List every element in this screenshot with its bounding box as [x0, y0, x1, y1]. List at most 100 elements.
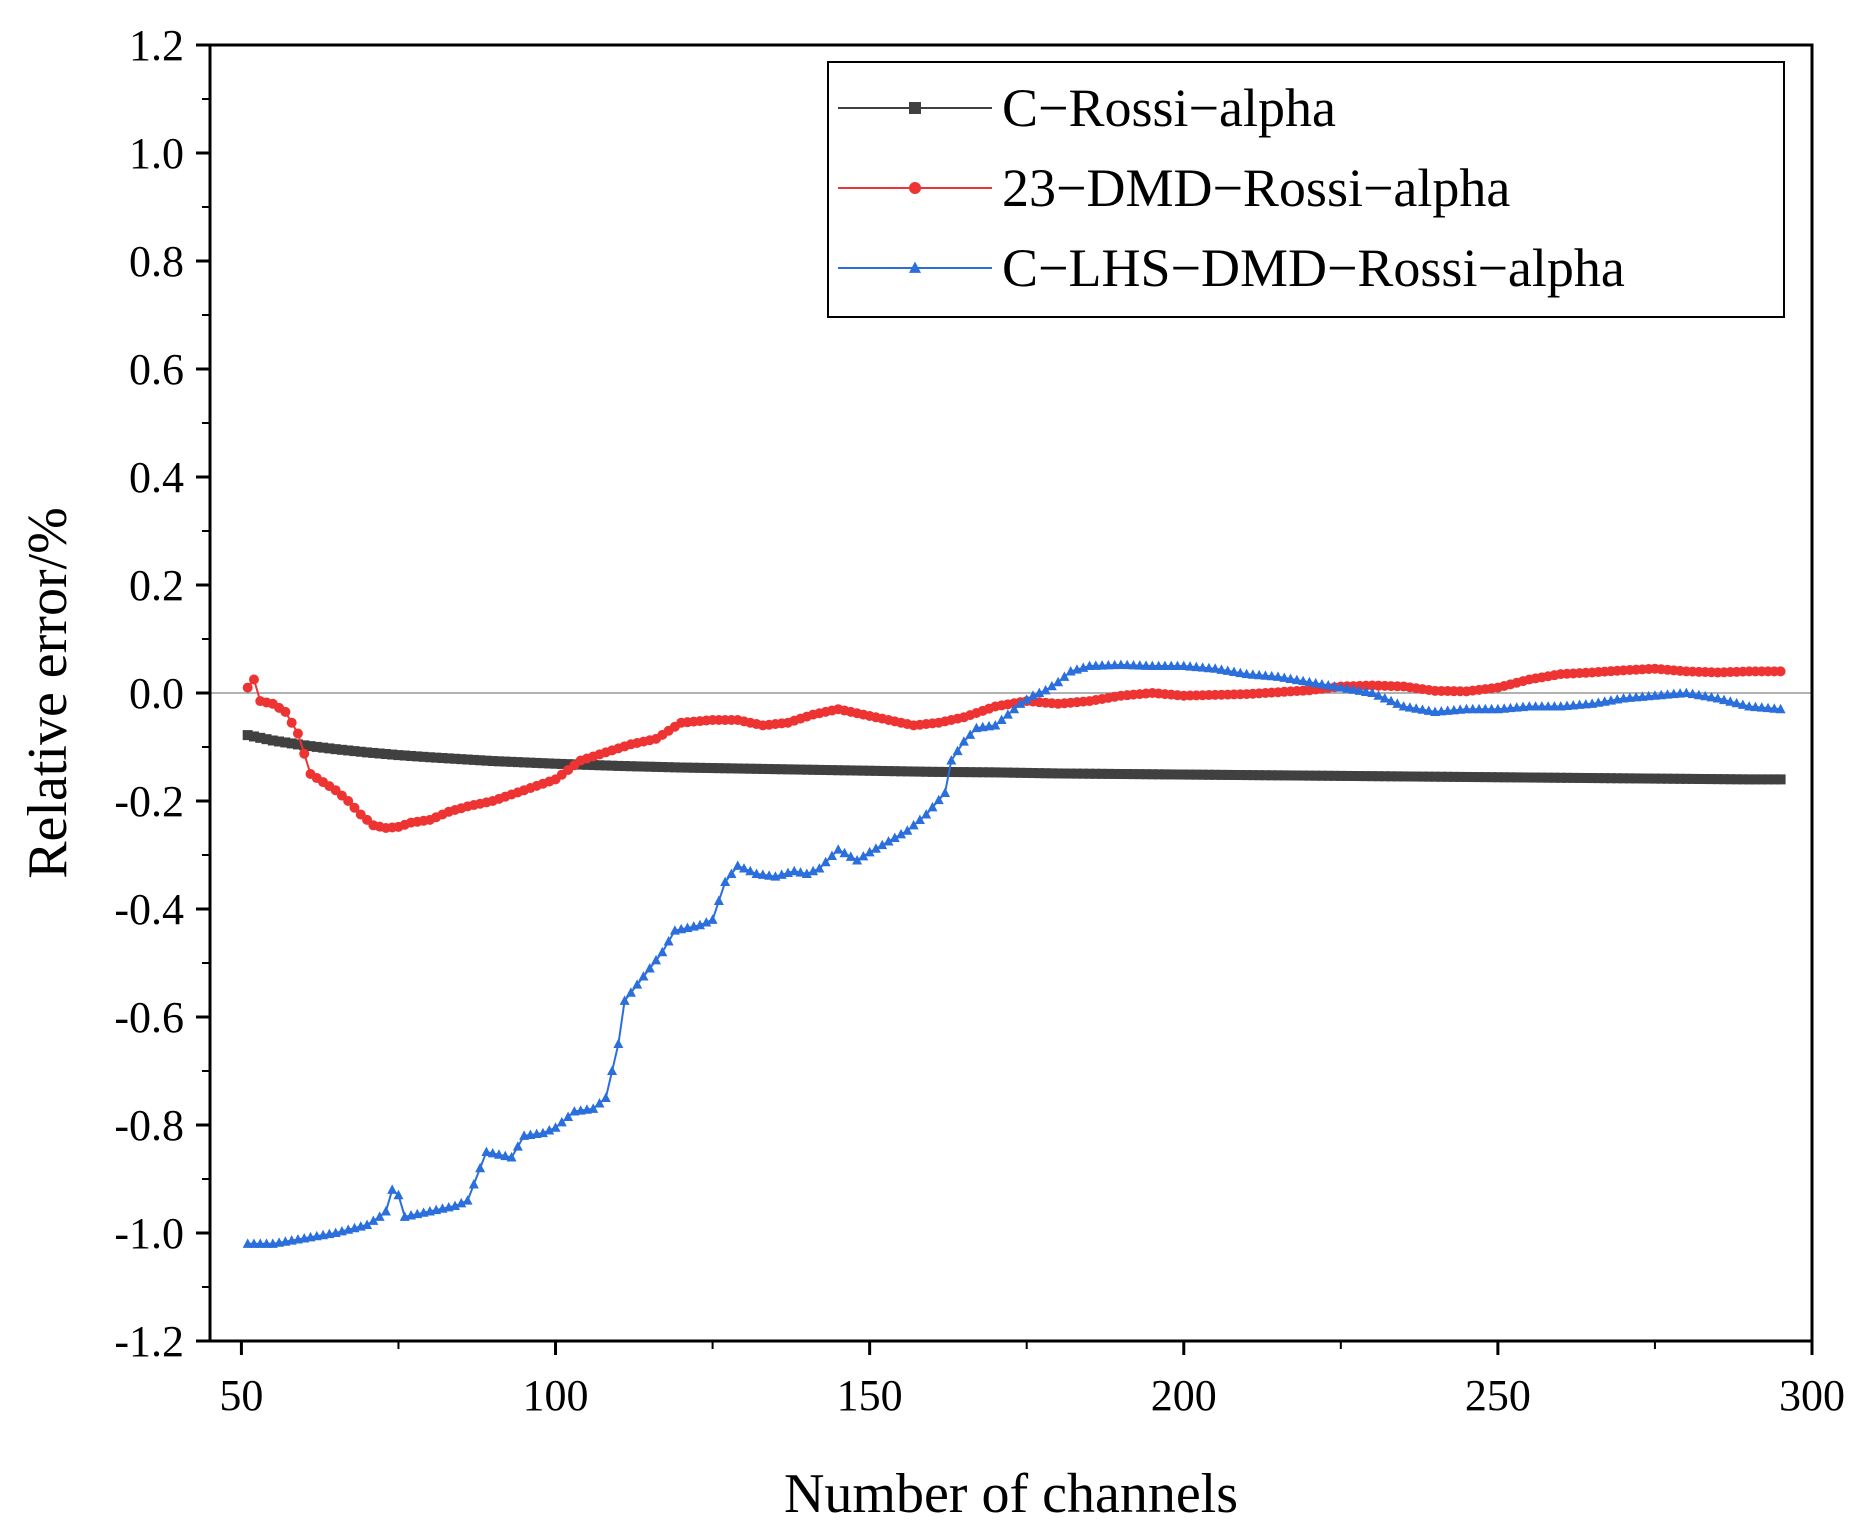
data-point	[965, 767, 976, 778]
data-point	[1386, 695, 1397, 706]
data-point	[544, 758, 555, 769]
data-point	[1002, 767, 1013, 778]
data-point	[701, 762, 712, 773]
x-tick-label: 200	[1151, 1371, 1217, 1420]
data-point	[877, 765, 888, 776]
data-point	[1681, 773, 1692, 784]
data-point	[242, 1238, 253, 1248]
data-point	[242, 682, 253, 693]
data-point	[908, 766, 919, 777]
data-point	[1423, 771, 1434, 782]
data-point	[1197, 662, 1208, 672]
data-point	[1247, 770, 1258, 781]
data-point	[267, 735, 278, 746]
data-point	[1555, 772, 1566, 783]
data-point	[1373, 690, 1384, 700]
data-point	[374, 1211, 385, 1221]
data-point	[1348, 770, 1359, 781]
data-point	[500, 756, 511, 767]
data-point	[336, 744, 347, 755]
data-point	[1398, 701, 1409, 711]
data-point	[921, 809, 932, 819]
data-point	[1046, 680, 1057, 691]
data-point	[1649, 773, 1660, 784]
data-point	[1348, 684, 1359, 694]
legend-marker	[909, 102, 921, 114]
y-tick-label: 1.0	[129, 129, 184, 178]
data-point	[1725, 774, 1736, 785]
series-2	[242, 663, 1786, 833]
data-point	[468, 754, 479, 765]
data-point	[1360, 686, 1371, 696]
data-point	[864, 846, 875, 857]
data-point	[663, 936, 674, 946]
data-point	[1593, 773, 1604, 784]
legend-label: C−LHS−DMD−Rossi−alpha	[1002, 238, 1625, 298]
data-point	[1687, 773, 1698, 784]
data-point	[1442, 771, 1453, 782]
data-point	[757, 869, 768, 879]
legend: C−Rossi−alpha 23−DMD−Rossi−alpha C−LHS−DMD…	[827, 61, 1785, 318]
data-point	[657, 762, 668, 773]
data-point	[833, 844, 844, 854]
data-point	[1511, 772, 1522, 783]
data-point	[1053, 676, 1064, 687]
data-point	[286, 717, 297, 728]
data-point	[713, 763, 724, 774]
data-point	[952, 767, 963, 778]
data-point	[1310, 770, 1321, 781]
data-point	[1618, 773, 1629, 784]
data-point	[1687, 688, 1698, 699]
data-point	[1153, 769, 1164, 780]
data-point	[292, 728, 303, 739]
data-point	[638, 761, 649, 772]
data-point	[1461, 703, 1472, 714]
data-point	[688, 762, 699, 773]
data-point	[399, 750, 410, 761]
data-point	[1530, 701, 1541, 711]
legend-entry: C−LHS−DMD−Rossi−alpha	[838, 238, 1625, 298]
data-point	[1065, 768, 1076, 779]
data-point	[462, 1195, 473, 1205]
data-point	[858, 850, 869, 861]
data-point	[1178, 769, 1189, 780]
data-point	[864, 765, 875, 776]
data-point	[1141, 660, 1152, 670]
data-point	[500, 1150, 511, 1161]
data-point	[1254, 770, 1265, 781]
data-point	[1731, 774, 1742, 785]
data-point	[1335, 682, 1346, 692]
y-tick-label: 1.2	[129, 21, 184, 70]
data-point	[1549, 772, 1560, 783]
data-point	[1386, 771, 1397, 782]
data-point	[1191, 661, 1202, 672]
data-point	[1090, 768, 1101, 779]
data-point	[877, 839, 888, 850]
x-tick-label: 50	[219, 1371, 263, 1420]
data-point	[1725, 696, 1736, 706]
data-point	[1153, 660, 1164, 671]
data-point	[1568, 772, 1579, 783]
data-point	[1518, 772, 1529, 783]
data-point	[349, 746, 360, 757]
legend-box	[827, 61, 1785, 318]
data-point	[651, 954, 662, 965]
data-point	[1706, 774, 1717, 785]
data-point	[1323, 770, 1334, 781]
data-point	[1084, 768, 1095, 779]
data-point	[368, 747, 379, 758]
data-point	[594, 1098, 605, 1108]
data-point	[318, 742, 329, 753]
data-point	[695, 762, 706, 773]
data-point	[776, 764, 787, 775]
data-point	[1329, 681, 1340, 691]
data-point	[349, 802, 360, 813]
data-point	[481, 755, 492, 766]
data-point	[1756, 774, 1767, 785]
data-point	[1335, 770, 1346, 781]
data-point	[1367, 687, 1378, 698]
data-point	[343, 796, 354, 806]
data-point	[1216, 769, 1227, 780]
data-point	[946, 767, 957, 778]
